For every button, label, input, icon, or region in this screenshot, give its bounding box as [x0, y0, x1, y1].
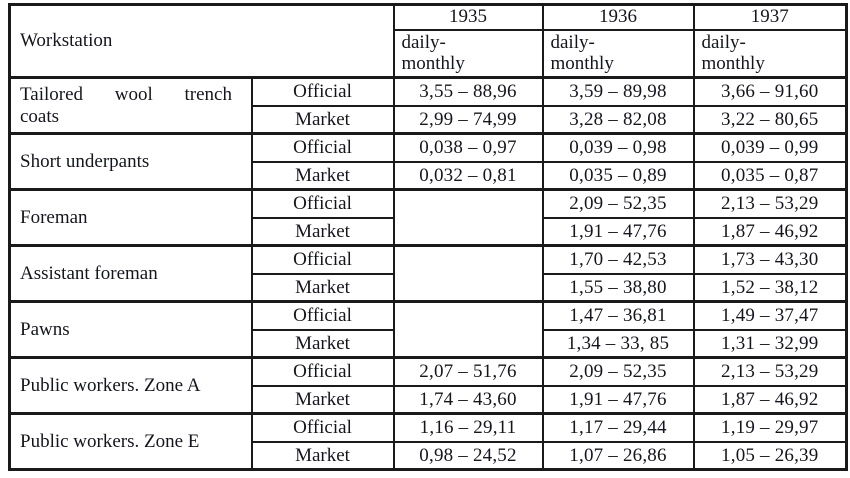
year-header-row: Workstation 1935 1936 1937 [8, 3, 848, 79]
table-row: Market 1,91 – 47,76 1,87 – 46,92 [10, 216, 848, 247]
price-range-cell: 1,17 – 29,44 [541, 412, 695, 443]
price-range-cell: 1,55 – 38,80 [541, 272, 695, 303]
price-range-cell: 1,70 – 42,53 [541, 244, 695, 275]
price-type-cell: Official [250, 300, 395, 331]
price-type-cell: Market [250, 384, 395, 415]
workstation-name: Tailored wool trench coats [20, 83, 232, 127]
table-row: Foreman Official 2,09 – 52,35 2,13 – 53,… [8, 188, 848, 247]
price-range-cell: 1,31 – 32,99 [692, 328, 848, 359]
price-type-cell: Official [250, 356, 395, 387]
workstation-name-cell: Pawns [8, 300, 253, 359]
year-header-cell: 1935 [392, 3, 544, 31]
workstation-header-cell: Workstation [8, 3, 395, 79]
price-range-cell: 3,55 – 88,96 [392, 76, 544, 107]
price-range-cell: 3,28 – 82,08 [541, 104, 695, 135]
price-type-cell: Market [250, 440, 395, 471]
price-range-cell: 0,039 – 0,99 [692, 132, 848, 163]
table-row: Market 0,98 – 24,52 1,07 – 26,86 1,05 – … [10, 440, 848, 471]
table-row: Market 1,55 – 38,80 1,52 – 38,12 [10, 272, 848, 303]
price-type-cell: Official [250, 76, 395, 107]
price-range-cell: 0,032 – 0,81 [392, 160, 544, 191]
price-range-cell: 0,035 – 0,89 [541, 160, 695, 191]
year-header-cell: 1937 [692, 3, 848, 31]
empty-price-range-cell [392, 244, 544, 303]
price-range-cell: 3,22 – 80,65 [692, 104, 848, 135]
price-range-cell: 1,16 – 29,11 [392, 412, 544, 443]
price-type-cell: Market [250, 216, 395, 247]
price-range-cell: 1,73 – 43,30 [692, 244, 848, 275]
table-row: Assistant foreman Official 1,70 – 42,53 … [8, 244, 848, 303]
price-range-cell: 3,59 – 89,98 [541, 76, 695, 107]
workstation-name-cell: Public workers. Zone E [8, 412, 253, 471]
price-range-cell: 0,038 – 0,97 [392, 132, 544, 163]
price-range-cell: 2,09 – 52,35 [541, 188, 695, 219]
price-type-cell: Market [250, 272, 395, 303]
table-row: Market 2,99 – 74,99 3,28 – 82,08 3,22 – … [10, 104, 848, 135]
price-range-cell: 2,09 – 52,35 [541, 356, 695, 387]
empty-price-range-cell [392, 300, 544, 359]
table-row: Public workers. Zone A Official 2,07 – 5… [8, 356, 848, 415]
price-range-cell: 0,035 – 0,87 [692, 160, 848, 191]
year-header-cell: 1936 [541, 3, 695, 31]
period-label: daily-monthly [701, 31, 765, 75]
wages-prices-table: Workstation 1935 1936 1937 daily-monthly… [8, 3, 848, 472]
price-range-cell: 2,99 – 74,99 [392, 104, 544, 135]
period-header-cell: daily-monthly [692, 28, 848, 79]
table-row: Public workers. Zone E Official 1,16 – 2… [8, 412, 848, 471]
table-row: Market 1,34 – 33, 85 1,31 – 32,99 [10, 328, 848, 359]
workstation-name-cell: Public workers. Zone A [8, 356, 253, 415]
workstation-name-cell: Assistant foreman [8, 244, 253, 303]
period-header-cell: daily-monthly [541, 28, 695, 79]
table-row: Short underpants Official 0,038 – 0,97 0… [8, 132, 848, 191]
price-type-cell: Market [250, 104, 395, 135]
period-header-row: daily-monthly daily-monthly daily-monthl… [10, 28, 848, 79]
price-range-cell: 1,47 – 36,81 [541, 300, 695, 331]
price-range-cell: 2,13 – 53,29 [692, 356, 848, 387]
price-range-cell: 1,34 – 33, 85 [541, 328, 695, 359]
price-range-cell: 1,91 – 47,76 [541, 384, 695, 415]
price-type-cell: Official [250, 412, 395, 443]
table-row: Tailored wool trench coats Official 3,55… [8, 76, 848, 135]
price-type-cell: Official [250, 244, 395, 275]
price-range-cell: 1,05 – 26,39 [692, 440, 848, 471]
price-type-cell: Official [250, 188, 395, 219]
price-range-cell: 0,039 – 0,98 [541, 132, 695, 163]
price-range-cell: 1,74 – 43,60 [392, 384, 544, 415]
price-range-cell: 2,13 – 53,29 [692, 188, 848, 219]
price-range-cell: 0,98 – 24,52 [392, 440, 544, 471]
price-range-cell: 1,87 – 46,92 [692, 384, 848, 415]
workstation-name-cell: Foreman [8, 188, 253, 247]
price-range-cell: 1,52 – 38,12 [692, 272, 848, 303]
price-type-cell: Market [250, 328, 395, 359]
workstation-name-cell: Tailored wool trench coats [8, 76, 253, 135]
price-type-cell: Official [250, 132, 395, 163]
price-type-cell: Market [250, 160, 395, 191]
price-range-cell: 1,87 – 46,92 [692, 216, 848, 247]
table-row: Pawns Official 1,47 – 36,81 1,49 – 37,47 [8, 300, 848, 359]
workstation-name-cell: Short underpants [8, 132, 253, 191]
price-range-cell: 1,19 – 29,97 [692, 412, 848, 443]
empty-price-range-cell [392, 188, 544, 247]
price-range-cell: 2,07 – 51,76 [392, 356, 544, 387]
period-label: daily-monthly [401, 31, 465, 75]
table-row: Market 0,032 – 0,81 0,035 – 0,89 0,035 –… [10, 160, 848, 191]
price-range-cell: 1,07 – 26,86 [541, 440, 695, 471]
period-header-cell: daily-monthly [392, 28, 544, 79]
table-row: Market 1,74 – 43,60 1,91 – 47,76 1,87 – … [10, 384, 848, 415]
period-label: daily-monthly [550, 31, 614, 75]
price-range-cell: 3,66 – 91,60 [692, 76, 848, 107]
price-range-cell: 1,91 – 47,76 [541, 216, 695, 247]
price-range-cell: 1,49 – 37,47 [692, 300, 848, 331]
